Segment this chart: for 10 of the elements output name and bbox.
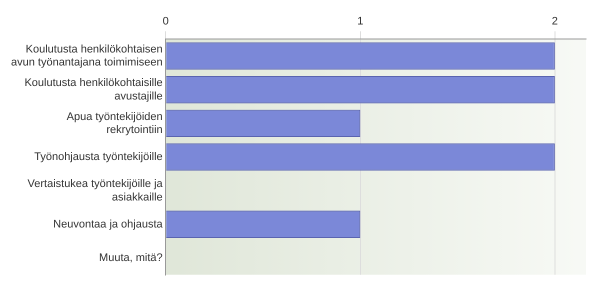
y-tick-label: Vertaistukea työntekijöille ja asiakkaille (28, 178, 164, 204)
y-tick-label: Neuvontaa ja ohjausta (53, 218, 164, 230)
y-tick-label: Koulutusta henkilökohtaisen avun työnantajana toimimiseen (10, 43, 163, 69)
y-tick-label: Työnohjausta työntekijöille (34, 151, 163, 164)
y-tick-label: Koulutusta henkilökohtaisille avustajille (24, 77, 163, 102)
x-tick-label: 1 (357, 16, 364, 28)
x-tick-label: 2 (552, 16, 558, 28)
x-tick-label: 0 (162, 16, 169, 28)
y-tick-label: Apua työntekijöiden rekrytointiin (66, 110, 163, 136)
y-tick-label: Muuta, mitä? (99, 252, 163, 264)
